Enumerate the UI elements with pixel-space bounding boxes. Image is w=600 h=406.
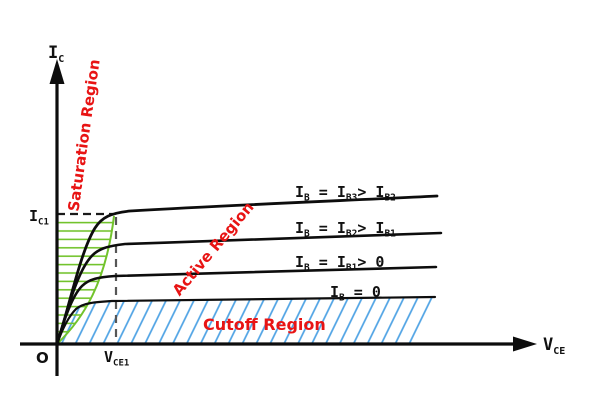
saturation-boundary-curve bbox=[56, 215, 115, 345]
curve-ib0 bbox=[55, 295, 437, 346]
label-part: = I bbox=[310, 219, 346, 237]
origin-label: O bbox=[36, 349, 49, 367]
label-sub: B bbox=[304, 193, 310, 204]
label-part: > 0 bbox=[357, 253, 384, 271]
ic1-tick-label: IC1 bbox=[29, 207, 49, 228]
ic1-tick-sub: C1 bbox=[38, 218, 49, 228]
label-sub: B bbox=[339, 293, 345, 304]
label-sub: B1 bbox=[346, 263, 358, 274]
label-part: I bbox=[330, 283, 339, 301]
curve-label-ib0: IB = 0 bbox=[330, 283, 381, 304]
label-part: > I bbox=[357, 219, 384, 237]
cutoff-region-hatch bbox=[57, 298, 436, 344]
y-axis-label-main: I bbox=[48, 43, 58, 63]
label-sub: B1 bbox=[384, 229, 396, 240]
curve-ib1 bbox=[55, 265, 438, 346]
label-part: > I bbox=[357, 183, 384, 201]
label-sub: B3 bbox=[346, 193, 358, 204]
saturation-region-label: Saturation Region bbox=[64, 58, 103, 212]
label-sub: B2 bbox=[346, 229, 357, 240]
label-part: I bbox=[295, 219, 304, 237]
label-part: I bbox=[295, 183, 304, 201]
curve-label-ib3: IB = IB3> IB2 bbox=[295, 183, 396, 204]
curve-ib2 bbox=[55, 231, 443, 346]
y-axis-label-sub: C bbox=[58, 54, 64, 65]
x-axis-arrowhead-icon bbox=[513, 336, 537, 352]
cutoff-region-label: Cutoff Region bbox=[203, 315, 326, 334]
vce1-tick-sub: CE1 bbox=[113, 359, 129, 369]
label-sub: B bbox=[304, 229, 310, 240]
label-sub: B bbox=[304, 263, 310, 274]
x-axis-label-sub: CE bbox=[553, 346, 565, 357]
saturation-region-hatch bbox=[57, 216, 114, 344]
curve-label-ib2: IB = IB2> IB1 bbox=[295, 219, 396, 240]
x-axis-label-main: V bbox=[543, 335, 553, 355]
label-sub: B2 bbox=[384, 193, 395, 204]
label-part: = I bbox=[310, 183, 346, 201]
x-axis-label: VCE bbox=[543, 335, 565, 357]
active-region-label: Active Region bbox=[169, 198, 258, 299]
label-part: = I bbox=[310, 253, 346, 271]
curve-label-ib1: IB = IB1> 0 bbox=[295, 253, 384, 274]
y-axis-label: IC bbox=[48, 43, 64, 65]
vce1-tick-label: VCE1 bbox=[104, 348, 129, 369]
y-axis-arrowhead-icon bbox=[49, 59, 65, 84]
label-part: I bbox=[295, 253, 304, 271]
label-part: = 0 bbox=[345, 283, 381, 301]
ic1-tick-main: I bbox=[29, 207, 38, 225]
curve-ib3 bbox=[55, 194, 439, 346]
vce1-tick-main: V bbox=[104, 348, 113, 366]
